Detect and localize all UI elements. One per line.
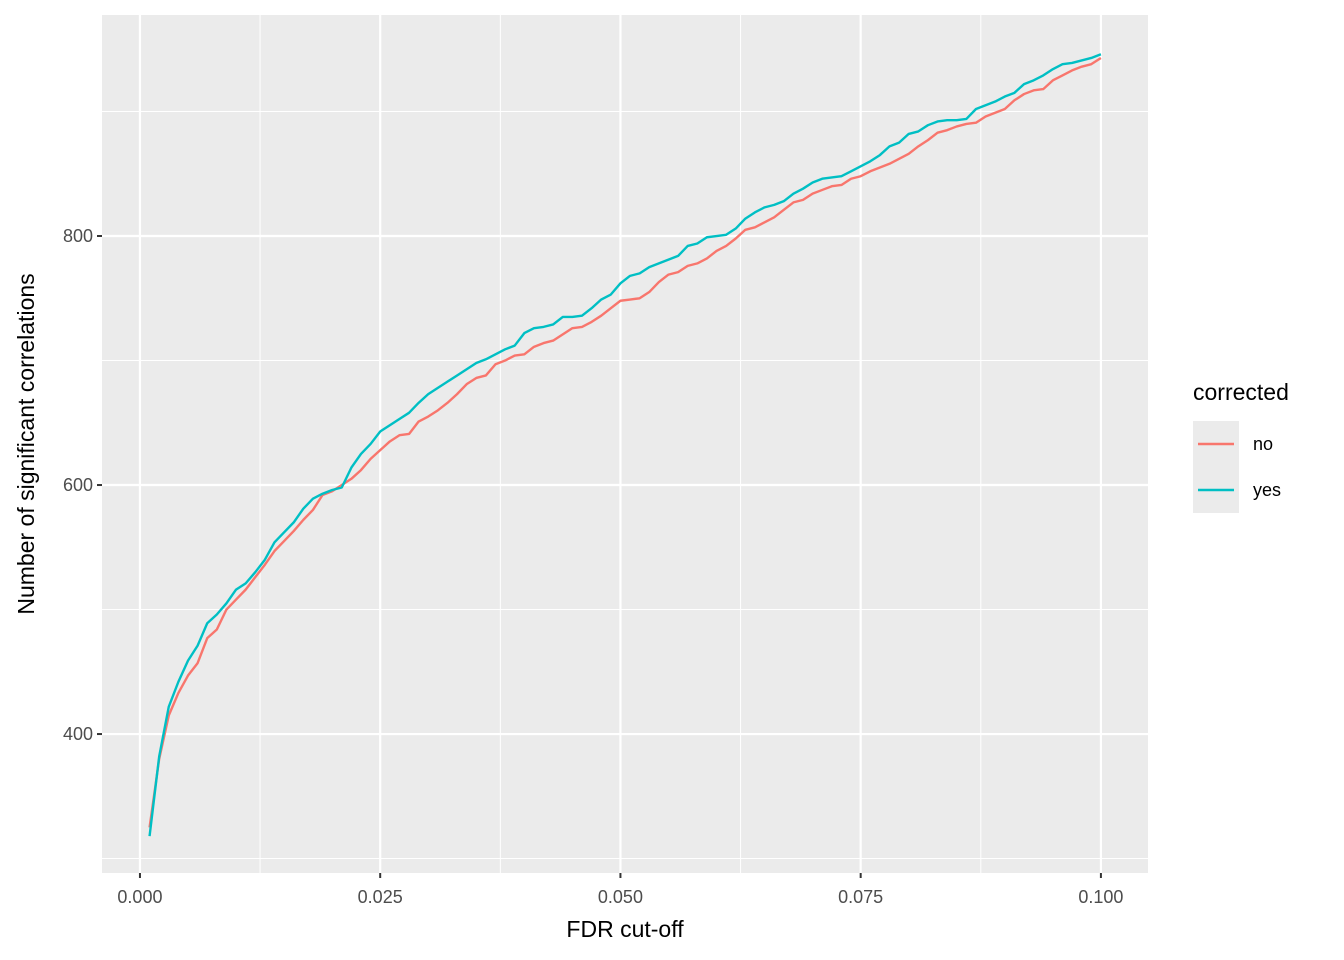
x-axis-title: FDR cut-off — [566, 916, 684, 942]
x-tick-label: 0.050 — [598, 887, 643, 907]
grid — [102, 15, 1148, 873]
series-line — [148, 53, 1102, 837]
legend-label: yes — [1253, 480, 1281, 500]
y-tick-label: 800 — [63, 226, 93, 246]
y-tick-label: 600 — [63, 475, 93, 495]
x-tick-label: 0.025 — [358, 887, 403, 907]
lines — [148, 53, 1102, 837]
panel — [102, 15, 1148, 873]
x-tick-label: 0.100 — [1078, 887, 1123, 907]
series-line — [148, 56, 1102, 828]
legend-title: corrected — [1193, 379, 1289, 405]
x-tick-label: 0.075 — [838, 887, 883, 907]
y-axis-title: Number of significant correlations — [13, 273, 39, 614]
x-tick-label: 0.000 — [117, 887, 162, 907]
y-tick-label: 400 — [63, 724, 93, 744]
legend-label: no — [1253, 434, 1273, 454]
